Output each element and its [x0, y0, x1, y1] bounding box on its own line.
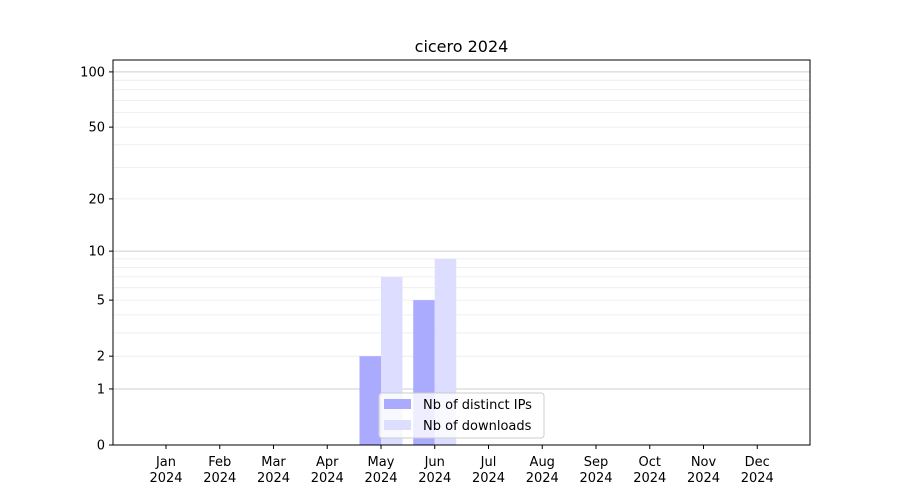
plot-frame	[112, 59, 811, 446]
legend-swatch	[384, 420, 411, 430]
legend-box	[378, 392, 545, 439]
y-tick-label: 100	[80, 65, 105, 80]
x-tick-label: Sep 2024	[579, 455, 612, 486]
x-tick-label: Dec 2024	[741, 455, 774, 486]
y-tick-label: 20	[88, 192, 105, 207]
legend-label: Nb of distinct IPs	[423, 398, 532, 413]
x-tick-label: Apr 2024	[311, 455, 344, 486]
x-tick-label: Oct 2024	[633, 455, 666, 486]
y-tick-label: 5	[97, 294, 105, 309]
x-tick-label: Jan 2024	[149, 455, 182, 486]
x-tick-label: May 2024	[364, 455, 397, 486]
y-tick-label: 10	[88, 245, 105, 260]
x-tick-label: Aug 2024	[526, 455, 559, 486]
x-tick-label: Nov 2024	[687, 455, 720, 486]
legend-label: Nb of downloads	[423, 419, 532, 434]
x-tick-label: Feb 2024	[203, 455, 236, 486]
y-tick-label: 0	[97, 439, 105, 454]
y-tick-label: 50	[88, 121, 105, 136]
bar-nb-of-distinct-ips	[359, 356, 381, 445]
y-tick-label: 1	[97, 382, 105, 397]
x-tick-label: Jun 2024	[418, 455, 451, 486]
y-tick-label: 2	[97, 350, 105, 365]
legend-swatch	[384, 399, 411, 409]
chart-title: cicero 2024	[415, 37, 509, 56]
x-tick-label: Mar 2024	[257, 455, 290, 486]
x-tick-label: Jul 2024	[472, 455, 505, 486]
